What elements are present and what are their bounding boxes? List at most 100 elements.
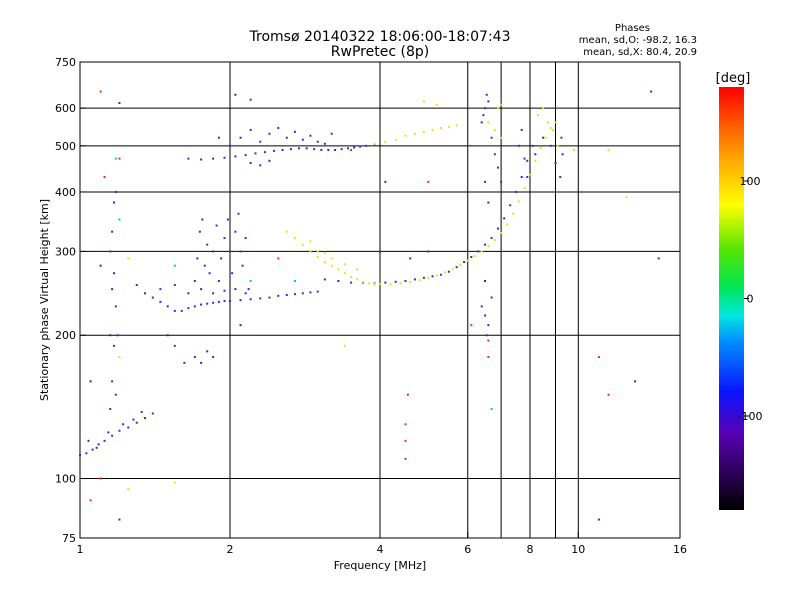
data-point [447, 125, 450, 128]
data-point [217, 280, 220, 283]
data-point [470, 324, 473, 327]
data-point [559, 175, 562, 178]
data-point [135, 421, 138, 424]
data-point [323, 142, 326, 145]
data-point [95, 446, 98, 449]
x-tick-label: 4 [377, 543, 384, 556]
data-point [91, 448, 94, 451]
chart-subtitle: RwPretec (8p) [331, 44, 429, 60]
y-tick-label: 750 [55, 56, 76, 69]
data-point [293, 130, 296, 133]
data-point [343, 272, 346, 275]
data-point [517, 200, 520, 203]
data-point [534, 153, 537, 156]
data-point [625, 196, 628, 199]
data-point [281, 148, 284, 151]
data-point [118, 218, 121, 221]
data-point [431, 128, 434, 131]
data-point [89, 380, 92, 383]
data-point [277, 257, 280, 260]
data-point [523, 157, 526, 160]
y-axis: 75 100 200 300 400 500 600 750 [55, 56, 86, 545]
data-point [496, 166, 499, 169]
data-point [166, 334, 169, 337]
data-point [422, 276, 425, 279]
x-tick-label: 16 [673, 543, 687, 556]
data-point [435, 274, 438, 277]
data-point [239, 299, 242, 302]
data-point [487, 339, 490, 342]
data-point [422, 100, 425, 103]
data-point [112, 272, 115, 275]
data-point [470, 256, 473, 259]
data-point [249, 98, 252, 101]
data-point [439, 127, 442, 130]
data-point [143, 292, 146, 295]
data-point [447, 270, 450, 273]
data-point [200, 303, 203, 306]
data-point [384, 180, 387, 183]
data-point [493, 239, 496, 242]
data-point [114, 393, 117, 396]
data-point [480, 305, 483, 308]
data-point [173, 344, 176, 347]
data-point [490, 407, 493, 410]
data-point [114, 157, 117, 160]
data-point [526, 159, 529, 162]
data-point [607, 148, 610, 151]
data-point [500, 180, 503, 183]
data-point [268, 296, 271, 299]
data-point [485, 334, 488, 337]
data-point [330, 257, 333, 260]
data-point [109, 250, 112, 253]
data-point [657, 257, 660, 260]
data-point [404, 134, 407, 137]
data-point [482, 114, 485, 117]
data-point [127, 488, 130, 491]
phase-stats-o: mean, sd,O: -98.2, 16.3 [579, 35, 697, 46]
data-point [87, 439, 90, 442]
data-point [542, 136, 545, 139]
colorbar [719, 87, 744, 510]
data-point [212, 301, 215, 304]
data-point [404, 423, 407, 426]
data-point [340, 148, 343, 151]
data-point [234, 288, 237, 291]
data-point [97, 443, 100, 446]
data-point [203, 264, 206, 267]
data-point [118, 518, 121, 521]
data-point [547, 121, 550, 124]
data-point [112, 201, 115, 204]
data-point [367, 282, 370, 285]
data-point [187, 292, 190, 295]
data-point [534, 159, 537, 162]
data-point [254, 152, 257, 155]
data-point [293, 293, 296, 296]
data-point [373, 143, 376, 146]
data-point [215, 224, 218, 227]
data-point [239, 324, 242, 327]
data-point [487, 121, 490, 124]
data-point [459, 263, 462, 266]
data-point [365, 144, 368, 147]
data-point [409, 257, 412, 260]
data-point [549, 144, 552, 147]
data-point [301, 292, 304, 295]
data-point [549, 127, 552, 130]
data-point [249, 280, 252, 283]
data-point [285, 136, 288, 139]
data-point [272, 149, 275, 152]
data-point [484, 107, 487, 110]
data-point [277, 127, 280, 130]
data-point [346, 147, 349, 150]
data-point [650, 90, 653, 93]
data-point [89, 499, 92, 502]
data-point [389, 283, 392, 286]
data-point [220, 257, 223, 260]
data-point [268, 159, 271, 162]
data-point [111, 230, 114, 233]
data-point [109, 334, 112, 337]
data-point [554, 162, 557, 165]
data-point [166, 305, 169, 308]
data-point [85, 452, 88, 455]
